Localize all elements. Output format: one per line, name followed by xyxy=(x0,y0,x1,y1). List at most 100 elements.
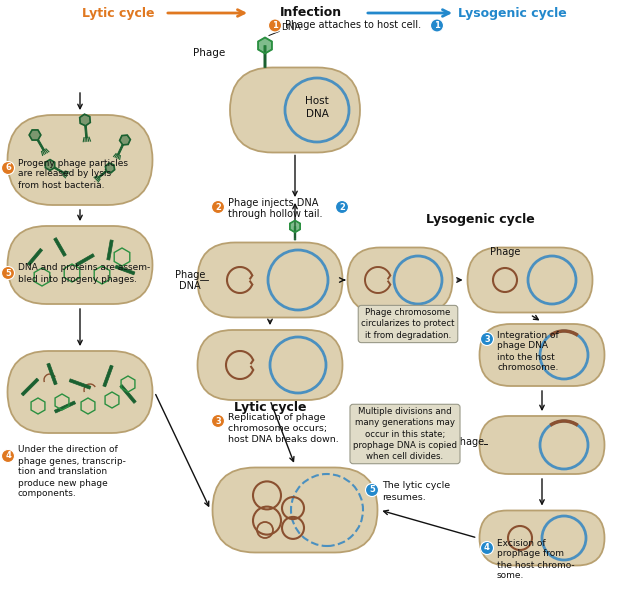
FancyBboxPatch shape xyxy=(103,365,113,387)
Text: The lytic cycle: The lytic cycle xyxy=(382,481,450,491)
FancyBboxPatch shape xyxy=(47,363,57,385)
Text: Infection: Infection xyxy=(280,7,342,19)
Text: host DNA breaks down.: host DNA breaks down. xyxy=(228,434,338,443)
Text: 1: 1 xyxy=(272,21,278,30)
Text: resumes.: resumes. xyxy=(382,493,426,502)
Circle shape xyxy=(366,484,379,497)
Circle shape xyxy=(1,266,14,280)
Polygon shape xyxy=(117,145,124,155)
Text: 5: 5 xyxy=(5,269,11,277)
FancyBboxPatch shape xyxy=(479,324,604,386)
FancyBboxPatch shape xyxy=(197,330,343,400)
Text: Lysogenic cycle: Lysogenic cycle xyxy=(458,7,567,19)
Text: Phage attaches to host cell.: Phage attaches to host cell. xyxy=(285,20,421,31)
Polygon shape xyxy=(290,220,300,232)
Circle shape xyxy=(335,200,348,214)
Text: Phage: Phage xyxy=(490,247,520,257)
FancyBboxPatch shape xyxy=(53,238,66,256)
Text: prophage from: prophage from xyxy=(497,550,564,559)
Polygon shape xyxy=(84,126,88,137)
Text: some.: some. xyxy=(497,571,524,581)
FancyBboxPatch shape xyxy=(7,226,153,304)
Text: DNA: DNA xyxy=(281,22,301,31)
Text: Host: Host xyxy=(305,96,329,106)
Text: 4: 4 xyxy=(484,544,490,553)
Text: DNA: DNA xyxy=(306,109,329,119)
FancyBboxPatch shape xyxy=(7,115,153,205)
Polygon shape xyxy=(106,163,115,173)
Text: 1: 1 xyxy=(434,21,440,30)
FancyBboxPatch shape xyxy=(107,240,113,260)
FancyBboxPatch shape xyxy=(468,247,592,313)
Text: 5: 5 xyxy=(369,485,375,494)
FancyBboxPatch shape xyxy=(27,248,43,266)
Text: 4: 4 xyxy=(5,451,11,461)
Circle shape xyxy=(481,332,494,346)
Text: 2: 2 xyxy=(215,202,221,211)
Text: Phage injects DNA: Phage injects DNA xyxy=(228,198,319,208)
Text: Phage chromosome
circularizes to protect
it from degradation.: Phage chromosome circularizes to protect… xyxy=(361,308,455,340)
Polygon shape xyxy=(120,135,130,145)
Polygon shape xyxy=(98,170,107,178)
Text: Excision of: Excision of xyxy=(497,539,546,547)
Polygon shape xyxy=(45,160,55,170)
Text: Lytic cycle: Lytic cycle xyxy=(233,401,306,415)
Text: 3: 3 xyxy=(484,335,490,343)
Text: Prophage: Prophage xyxy=(438,437,484,447)
Text: from host bacteria.: from host bacteria. xyxy=(18,181,104,190)
Text: Replication of phage: Replication of phage xyxy=(228,413,325,421)
Text: chromosome occurs;: chromosome occurs; xyxy=(228,424,327,433)
FancyBboxPatch shape xyxy=(264,46,266,67)
Text: tion and translation: tion and translation xyxy=(18,467,107,476)
Text: phage genes, transcrip-: phage genes, transcrip- xyxy=(18,457,126,466)
Circle shape xyxy=(430,19,443,32)
Text: Under the direction of: Under the direction of xyxy=(18,445,118,455)
Text: DNA: DNA xyxy=(179,281,201,291)
FancyBboxPatch shape xyxy=(230,67,360,152)
Text: 2: 2 xyxy=(339,202,345,211)
FancyBboxPatch shape xyxy=(197,242,343,317)
Text: DNA and proteins are assem-: DNA and proteins are assem- xyxy=(18,263,150,272)
Polygon shape xyxy=(29,130,41,140)
Text: Phage: Phage xyxy=(175,270,205,280)
Polygon shape xyxy=(79,114,90,126)
FancyBboxPatch shape xyxy=(76,254,94,266)
Circle shape xyxy=(1,449,14,463)
Text: through hollow tail.: through hollow tail. xyxy=(228,209,322,219)
Text: Progeny phage particles: Progeny phage particles xyxy=(18,158,128,167)
Text: Multiple divisions and
many generations may
occur in this state;
prophage DNA is: Multiple divisions and many generations … xyxy=(353,407,457,461)
FancyBboxPatch shape xyxy=(294,226,296,240)
Text: the host chromo-: the host chromo- xyxy=(497,560,574,569)
Text: 3: 3 xyxy=(215,416,221,425)
FancyBboxPatch shape xyxy=(7,351,153,433)
Text: Integration of: Integration of xyxy=(497,331,559,340)
FancyBboxPatch shape xyxy=(115,265,135,275)
Text: Lysogenic cycle: Lysogenic cycle xyxy=(425,214,535,226)
FancyBboxPatch shape xyxy=(479,511,604,565)
FancyBboxPatch shape xyxy=(69,379,91,389)
Circle shape xyxy=(212,200,225,214)
FancyBboxPatch shape xyxy=(348,247,453,313)
Text: Phage: Phage xyxy=(193,49,225,58)
FancyBboxPatch shape xyxy=(21,378,39,396)
Polygon shape xyxy=(54,167,65,174)
Text: components.: components. xyxy=(18,490,77,499)
FancyBboxPatch shape xyxy=(55,401,76,413)
Text: chromosome.: chromosome. xyxy=(497,364,558,373)
Circle shape xyxy=(1,161,14,175)
Text: phage DNA: phage DNA xyxy=(497,341,548,350)
Text: are released by lysis: are released by lysis xyxy=(18,169,111,179)
Polygon shape xyxy=(37,140,45,151)
Circle shape xyxy=(481,541,494,554)
Text: into the host: into the host xyxy=(497,352,555,361)
Circle shape xyxy=(268,19,281,32)
FancyBboxPatch shape xyxy=(479,416,604,474)
Circle shape xyxy=(212,415,225,427)
FancyBboxPatch shape xyxy=(212,467,378,553)
Polygon shape xyxy=(258,37,272,53)
Text: 6: 6 xyxy=(5,163,11,173)
Text: Lytic cycle: Lytic cycle xyxy=(83,7,155,19)
Text: bled into progeny phages.: bled into progeny phages. xyxy=(18,275,137,283)
FancyBboxPatch shape xyxy=(120,385,136,403)
Text: produce new phage: produce new phage xyxy=(18,479,108,487)
